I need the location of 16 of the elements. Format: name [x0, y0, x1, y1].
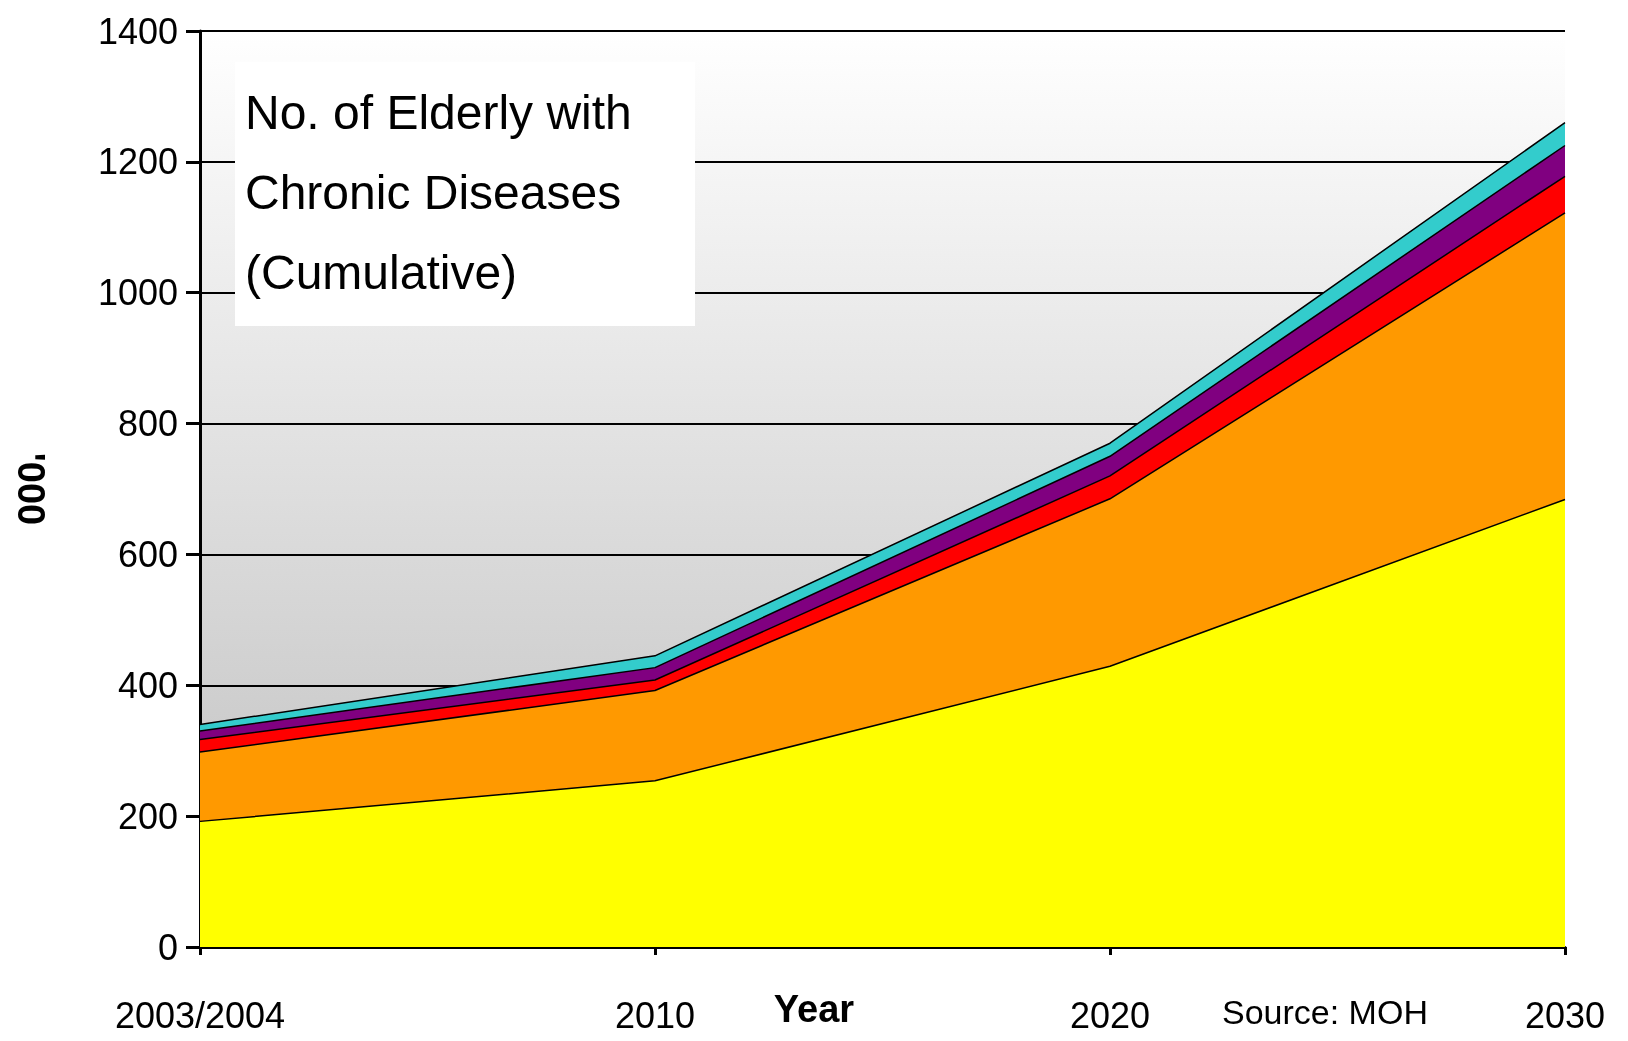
- y-tick-label: 800: [117, 403, 178, 445]
- y-tick-label: 1200: [97, 141, 178, 183]
- y-tick-label: 200: [117, 795, 178, 837]
- x-tick-label: 2003/2004: [114, 994, 286, 1036]
- x-axis-title: Year: [773, 988, 855, 1030]
- source-note: Source: MOH: [1222, 993, 1428, 1031]
- x-tick-label: 2020: [1069, 994, 1151, 1036]
- y-tick-label: 600: [117, 533, 178, 575]
- y-axis-title: '000: [10, 452, 52, 526]
- x-tick-label: 2030: [1524, 994, 1606, 1036]
- y-tick-label: 1400: [97, 10, 178, 52]
- y-tick-label: 1000: [97, 272, 178, 314]
- x-tick-label: 2010: [614, 994, 696, 1036]
- y-tick-label: 400: [117, 664, 178, 706]
- text: No. of Elderly with Chronic Diseases (Cumulative): [245, 85, 646, 299]
- y-tick-label: 0: [157, 926, 178, 968]
